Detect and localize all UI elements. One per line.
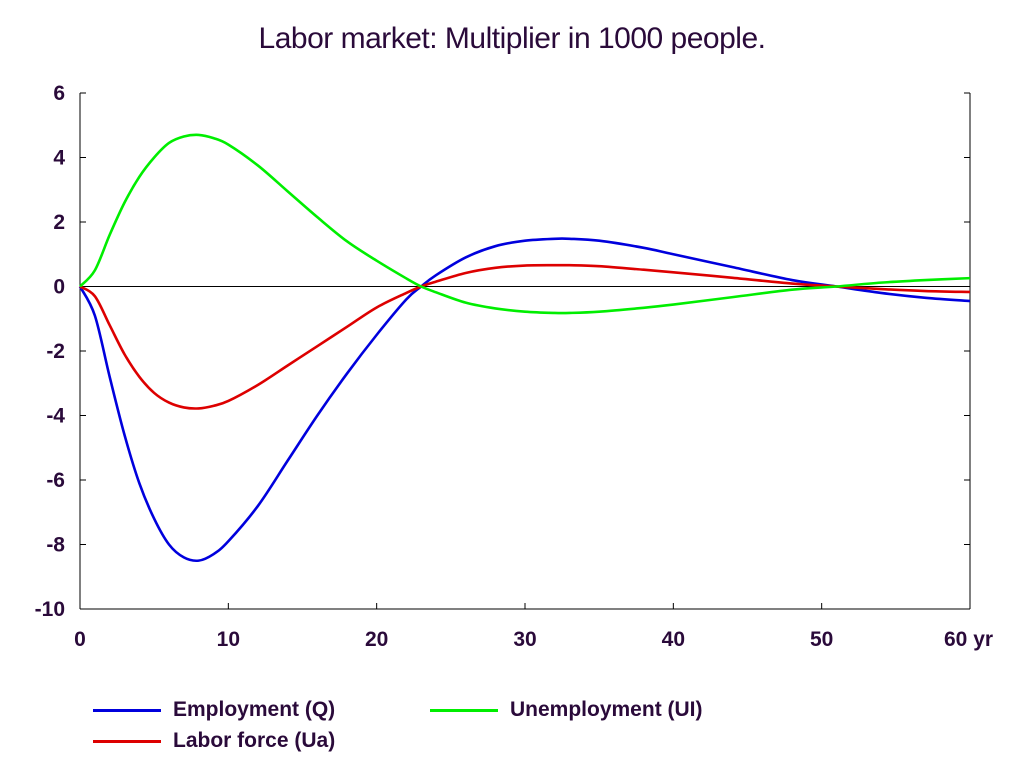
y-tick-label: 2 (53, 211, 65, 234)
x-tick-label: 60 yr (944, 628, 993, 651)
y-tick-label: -6 (46, 469, 65, 492)
x-tick-label: 10 (217, 628, 240, 651)
x-tick-label: 40 (662, 628, 685, 651)
axes (79, 92, 971, 610)
y-tick-label: -4 (46, 405, 65, 428)
x-tick-label: 20 (365, 628, 388, 651)
legend-swatch-unemployment (430, 708, 498, 712)
y-tick-label: -2 (46, 340, 65, 363)
y-tick-label: -10 (35, 598, 65, 621)
series-line-unemployment-ui (79, 133, 971, 315)
series-line-employment-q (78, 237, 971, 563)
legend-label-unemployment: Unemployment (UI) (510, 698, 703, 721)
series-line-labor-force-ua (79, 263, 971, 410)
series-lines (78, 133, 971, 563)
y-tick-label: 4 (53, 147, 65, 170)
y-tick-label: 0 (53, 276, 65, 299)
x-tick-label: 50 (810, 628, 833, 651)
y-tick-label: -8 (46, 534, 65, 557)
legend-swatch-labor-force (93, 739, 161, 743)
legend-item-unemployment: Unemployment (UI) (430, 698, 703, 722)
legend-label-labor-force: Labor force (Ua) (173, 729, 336, 752)
x-tick-label: 0 (74, 628, 86, 651)
x-tick-label: 30 (513, 628, 536, 651)
legend-item-employment: Employment (Q) (93, 698, 335, 722)
legend-item-labor-force: Labor force (Ua) (93, 729, 335, 753)
legend-swatch-employment (93, 708, 161, 712)
chart-title: Labor market: Multiplier in 1000 people. (258, 22, 766, 55)
y-tick-label: 6 (53, 82, 65, 105)
legend-label-employment: Employment (Q) (173, 698, 336, 721)
